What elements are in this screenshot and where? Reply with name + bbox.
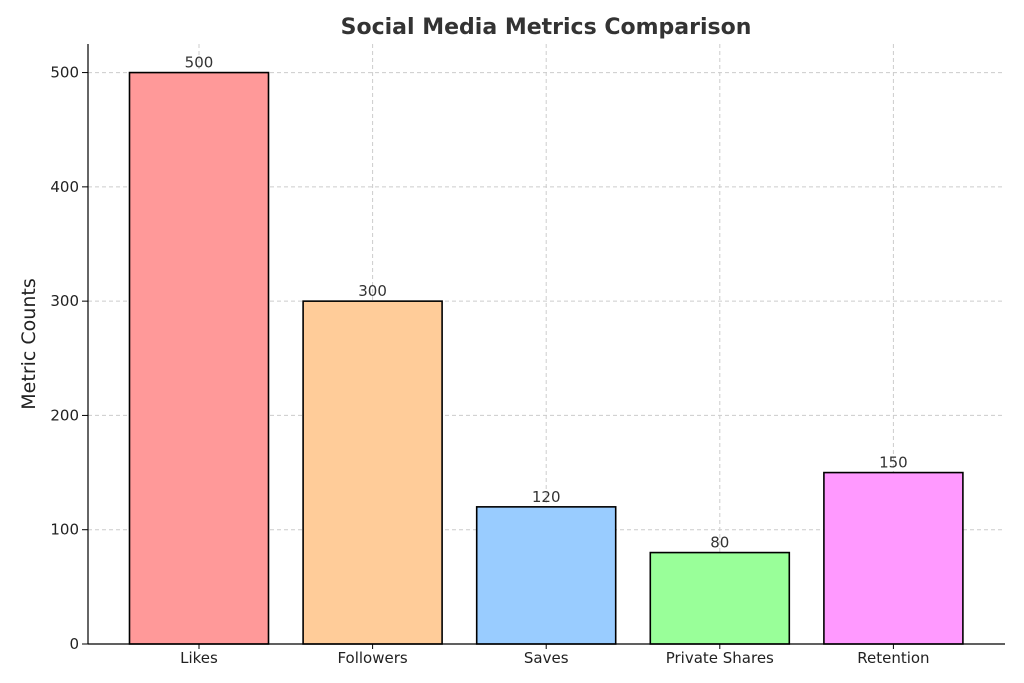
y-axis-label: Metric Counts bbox=[18, 278, 40, 409]
bar-retention bbox=[823, 471, 964, 645]
x-ticks: Likes Followers Saves Private Shares Retenti… bbox=[180, 644, 930, 667]
chart-title: Social Media Metrics Comparison bbox=[341, 15, 752, 40]
bar-likes bbox=[128, 71, 270, 645]
data-label: 120 bbox=[532, 488, 561, 506]
y-tick-label: 200 bbox=[50, 406, 79, 424]
bar-saves bbox=[475, 506, 617, 645]
x-tick-label: Followers bbox=[337, 649, 407, 667]
bar-private-shares bbox=[649, 551, 791, 645]
data-label: 80 bbox=[710, 534, 729, 552]
y-tick-label: 500 bbox=[50, 64, 79, 82]
x-tick-label: Saves bbox=[524, 649, 569, 667]
y-tick-label: 400 bbox=[50, 178, 79, 196]
y-tick-label: 300 bbox=[50, 292, 79, 310]
data-labels-group: 500 300 120 80 150 bbox=[185, 54, 908, 552]
y-ticks: 0 100 200 300 400 500 bbox=[50, 64, 88, 653]
data-label: 300 bbox=[358, 282, 387, 300]
x-tick-label: Private Shares bbox=[666, 649, 774, 667]
bar-followers bbox=[302, 300, 443, 645]
x-tick-label: Likes bbox=[180, 649, 218, 667]
y-tick-label: 100 bbox=[50, 521, 79, 539]
data-label: 150 bbox=[879, 454, 908, 472]
bars-group bbox=[128, 71, 964, 645]
data-label: 500 bbox=[185, 54, 214, 72]
x-tick-label: Retention bbox=[857, 649, 929, 667]
y-tick-label: 0 bbox=[69, 635, 79, 653]
